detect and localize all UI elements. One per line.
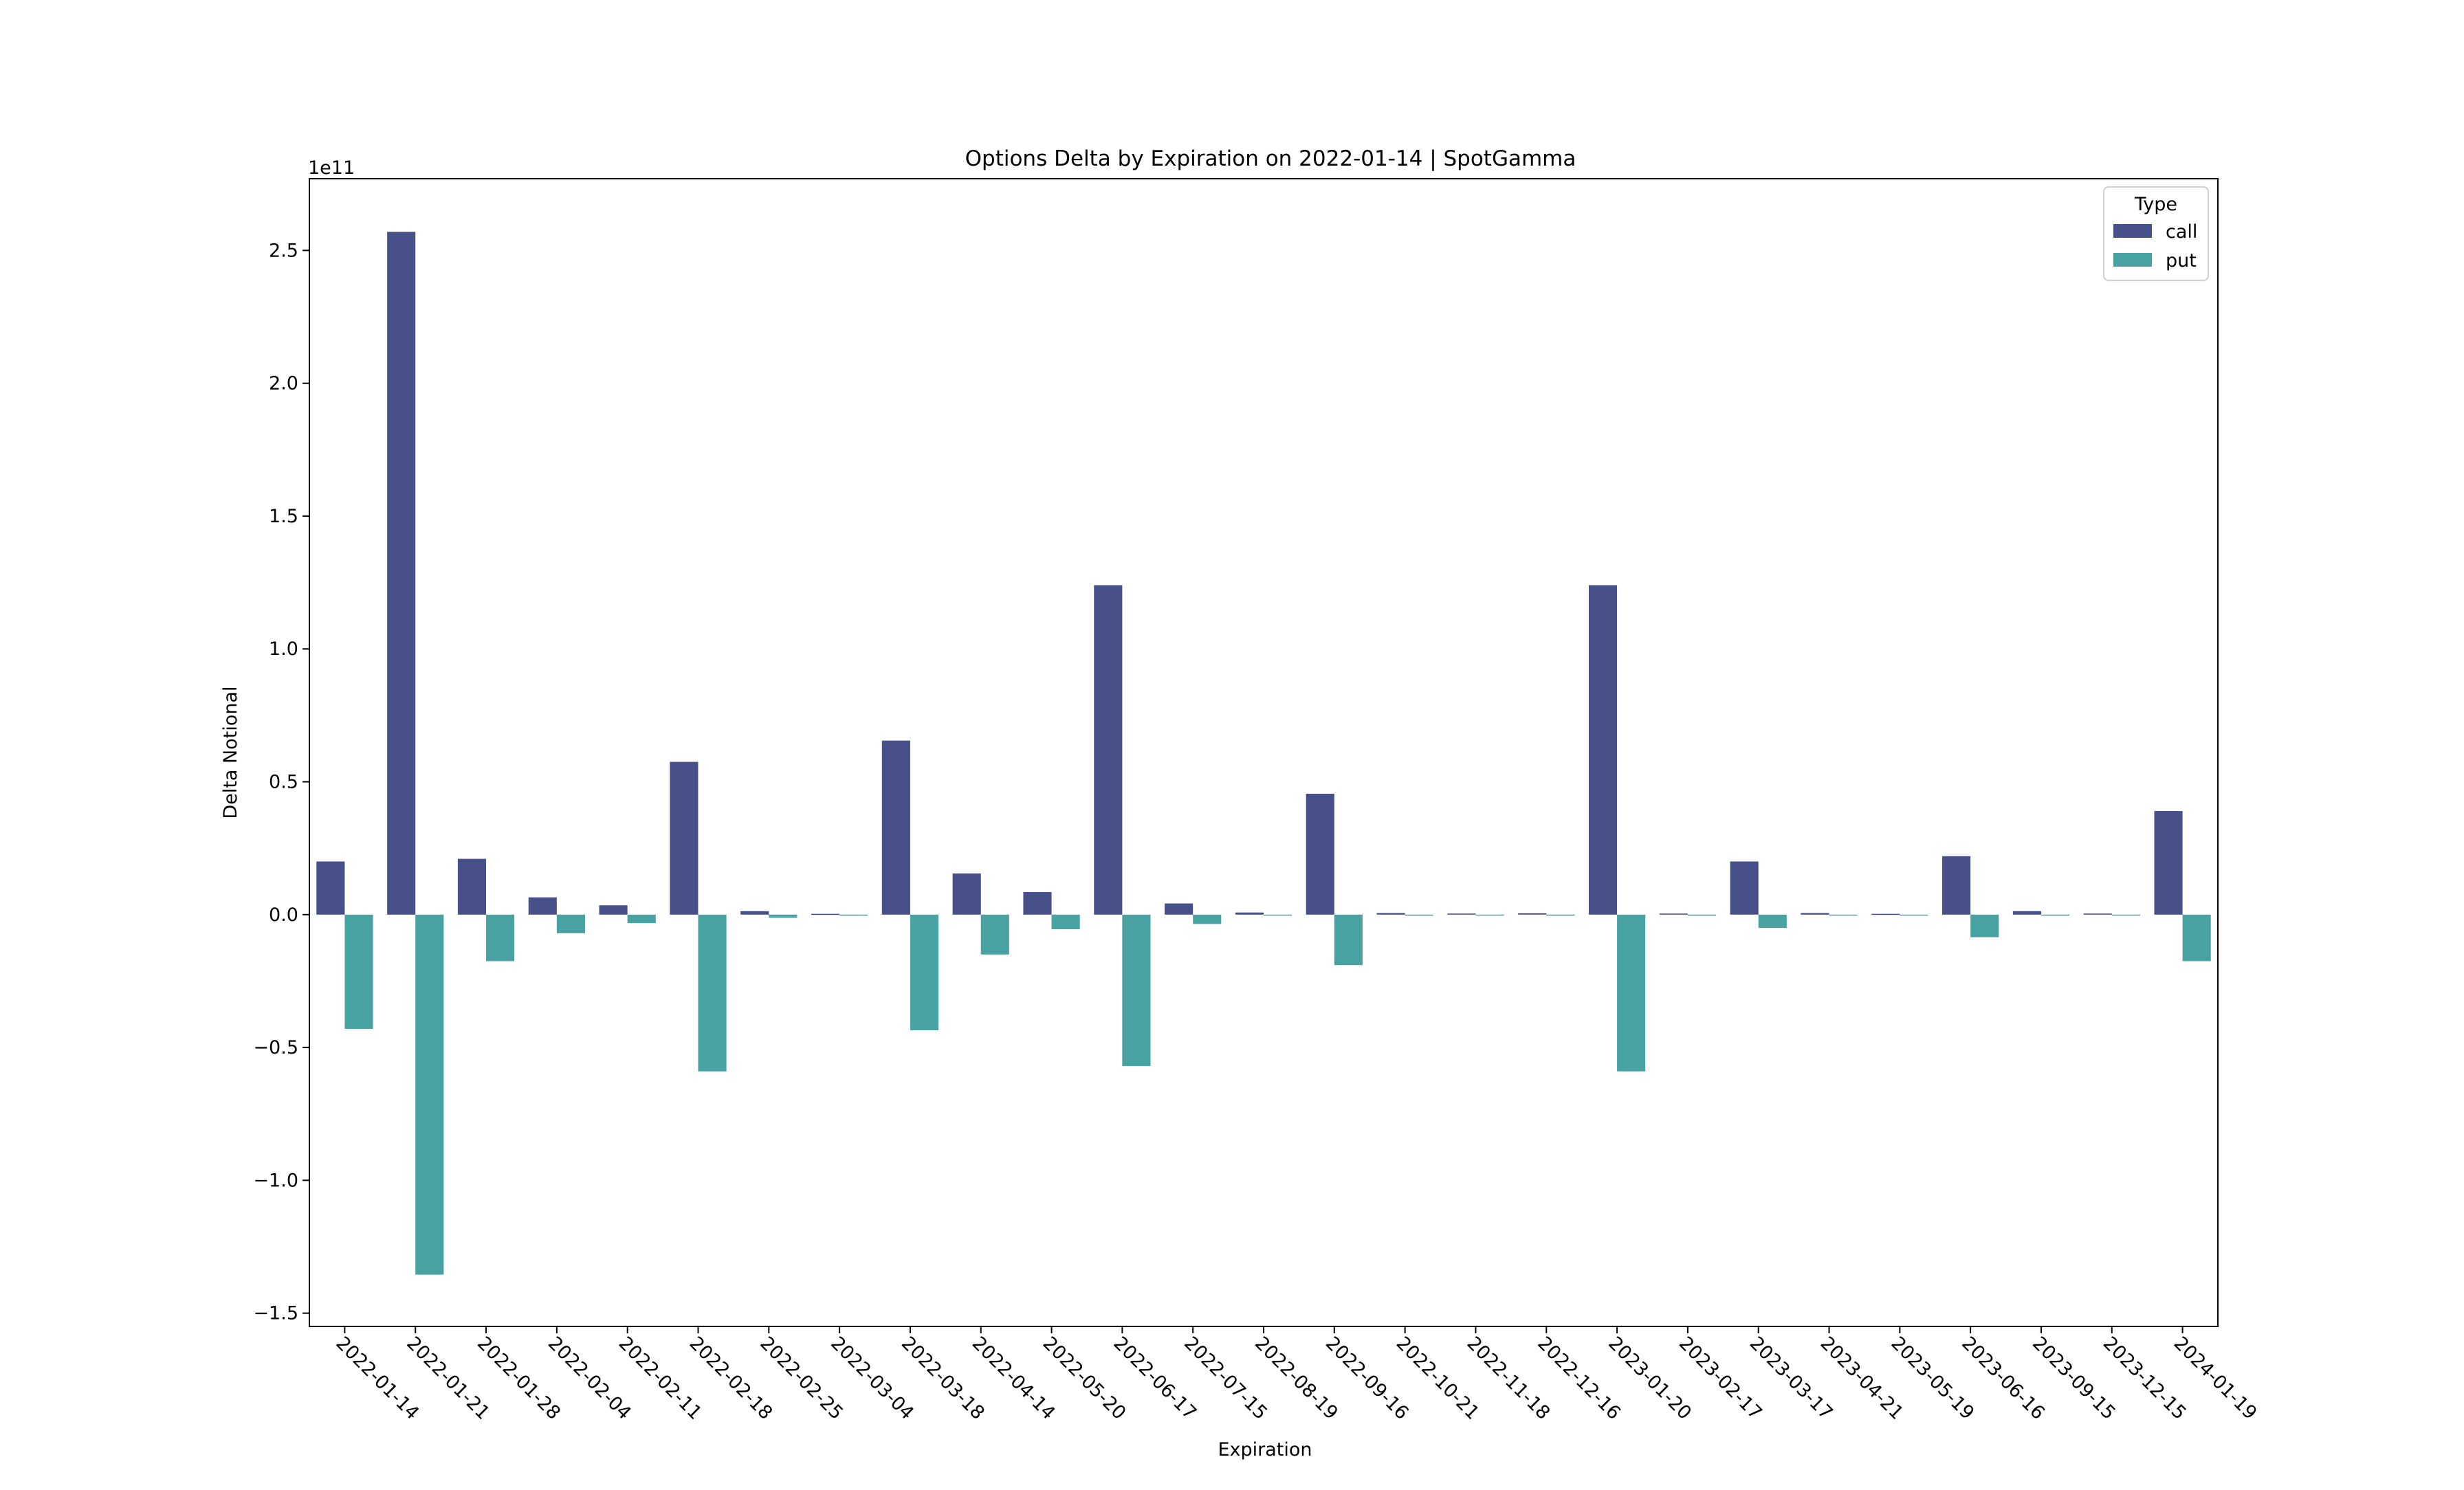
bar-put (769, 914, 798, 918)
bar-put (415, 914, 444, 1275)
y-axis-label: Delta Notional (220, 686, 241, 819)
y-tick-label: 1.0 (269, 638, 298, 660)
bar-put (910, 914, 939, 1030)
bar-call (1871, 913, 1900, 915)
y-tick-label: 0.0 (269, 904, 298, 926)
x-axis-label: Expiration (1218, 1439, 1312, 1460)
bar-call (1094, 585, 1123, 915)
bar-put (486, 914, 515, 961)
bar-put (2040, 914, 2070, 916)
y-tick-label: 0.5 (269, 772, 298, 793)
bar-call (1235, 912, 1264, 915)
bar-call (1730, 861, 1759, 915)
bar-put (1334, 914, 1363, 966)
y-tick-label: 2.5 (269, 240, 298, 261)
bar-call (952, 873, 981, 915)
bar-call (881, 740, 910, 915)
y-tick-label: −1.0 (253, 1170, 298, 1191)
bar-call (740, 911, 769, 915)
legend-label-call: call (2166, 221, 2197, 243)
bar-put (1970, 914, 1999, 937)
bar-call (2012, 911, 2041, 915)
bar-put (1193, 914, 1222, 924)
y-tick-label: −1.5 (253, 1303, 298, 1324)
bar-put (344, 914, 373, 1030)
chart-title: Options Delta by Expiration on 2022-01-1… (965, 146, 1576, 171)
bar-put (627, 914, 656, 924)
bar-call (2083, 913, 2112, 915)
bar-put (1758, 914, 1787, 929)
bar-call (1306, 793, 1334, 915)
bar-call (457, 858, 487, 915)
y-tick-label: 1.5 (269, 506, 298, 527)
bar-call (2154, 811, 2183, 915)
y-tick-label: −0.5 (253, 1037, 298, 1058)
bar-put (1051, 914, 1080, 930)
bar-call (1942, 856, 1971, 915)
bar-put (1264, 914, 1292, 916)
bar-call (1659, 913, 1688, 915)
bar-call (1376, 913, 1405, 915)
bar-call (528, 897, 557, 915)
bar-call (670, 761, 698, 915)
bar-put (1829, 914, 1858, 916)
bar-put (1405, 914, 1433, 916)
bar-call (1023, 891, 1052, 915)
bar-put (2111, 914, 2140, 916)
y-offset-label: 1e11 (308, 157, 355, 179)
legend-swatch-put (2113, 253, 2152, 267)
legend: Type call put (2103, 186, 2209, 281)
bar-call (1801, 913, 1829, 915)
bar-put (556, 914, 585, 933)
bar-put (1475, 914, 1504, 916)
bar-put (2182, 914, 2211, 961)
bar-call (1447, 913, 1476, 915)
bar-call (811, 913, 840, 915)
legend-label-put: put (2166, 250, 2197, 271)
bar-put (698, 914, 727, 1071)
bar-put (1687, 914, 1717, 916)
plot-frame (309, 178, 2219, 1327)
y-tick-label: 2.0 (269, 373, 298, 394)
y-axis: −1.5 −1.0 −0.5 0.0 0.5 1.0 1.5 2.0 2.5 (253, 240, 309, 1324)
bar-put (1900, 914, 1928, 916)
bar-call (1588, 585, 1618, 915)
bar-call (387, 232, 416, 915)
bar-put (839, 914, 868, 916)
bar-call (1518, 913, 1547, 915)
bar-put (1617, 914, 1646, 1071)
legend-swatch-call (2113, 224, 2152, 238)
x-axis: 2022-01-142022-01-212022-01-282022-02-04… (331, 1326, 2261, 1424)
bars (316, 232, 2211, 1275)
bar-call (1165, 903, 1194, 915)
bar-put (1546, 914, 1575, 916)
legend-title: Type (2134, 194, 2177, 215)
bar-call (316, 861, 345, 915)
bar-put (980, 914, 1009, 955)
bar-put (1122, 914, 1151, 1067)
bar-call (599, 905, 628, 915)
